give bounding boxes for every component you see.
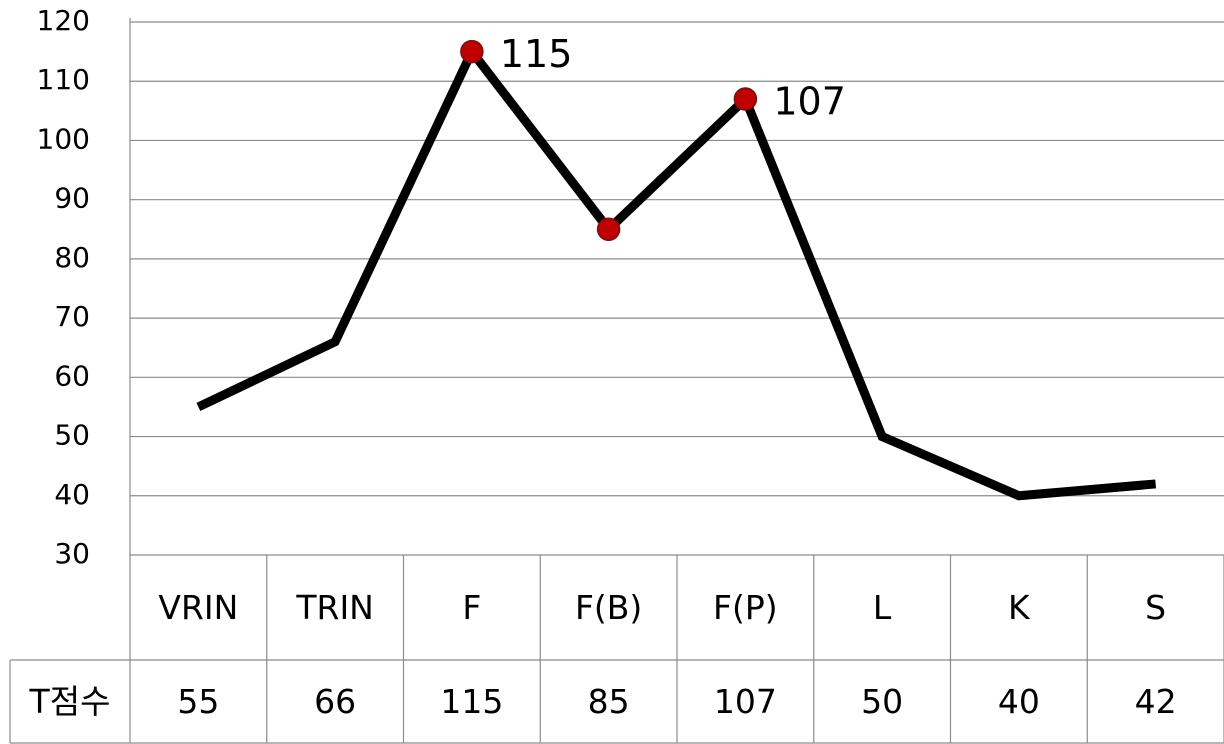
y-tick-label: 30: [54, 537, 90, 570]
marker: [460, 39, 484, 64]
table-row-header: T점수: [29, 682, 111, 721]
y-tick-label: 90: [54, 182, 90, 215]
x-tick-label: F: [462, 588, 481, 627]
x-tick-label: K: [1008, 588, 1031, 627]
table-value: 40: [998, 682, 1040, 721]
y-tick-label: 50: [54, 419, 90, 452]
table-value: 55: [177, 682, 219, 721]
table-value: 107: [714, 682, 777, 721]
x-tick-label: TRIN: [295, 588, 374, 627]
table-value: 85: [588, 682, 630, 721]
series-line: [196, 43, 1157, 501]
x-tick-label: F(P): [713, 588, 778, 627]
table-value: 50: [861, 682, 903, 721]
y-tick-label: 60: [54, 359, 90, 392]
y-tick-label: 100: [37, 122, 90, 155]
x-tick-label: L: [873, 588, 892, 627]
table-value: 66: [314, 682, 356, 721]
x-tick-label: F(B): [575, 588, 642, 627]
data-label: 115: [500, 32, 573, 76]
marker: [733, 87, 758, 111]
data-label: 107: [773, 79, 846, 123]
y-tick-label: 80: [54, 241, 90, 274]
y-tick-label: 70: [54, 300, 90, 333]
y-tick-label: 120: [37, 4, 90, 37]
y-tick-label: 110: [37, 63, 90, 96]
marker: [596, 217, 621, 242]
y-tick-label: 40: [54, 478, 90, 511]
table-value: 115: [440, 682, 503, 721]
x-tick-label: S: [1145, 588, 1166, 627]
table-value: 42: [1135, 682, 1177, 721]
x-tick-label: VRIN: [158, 588, 238, 627]
